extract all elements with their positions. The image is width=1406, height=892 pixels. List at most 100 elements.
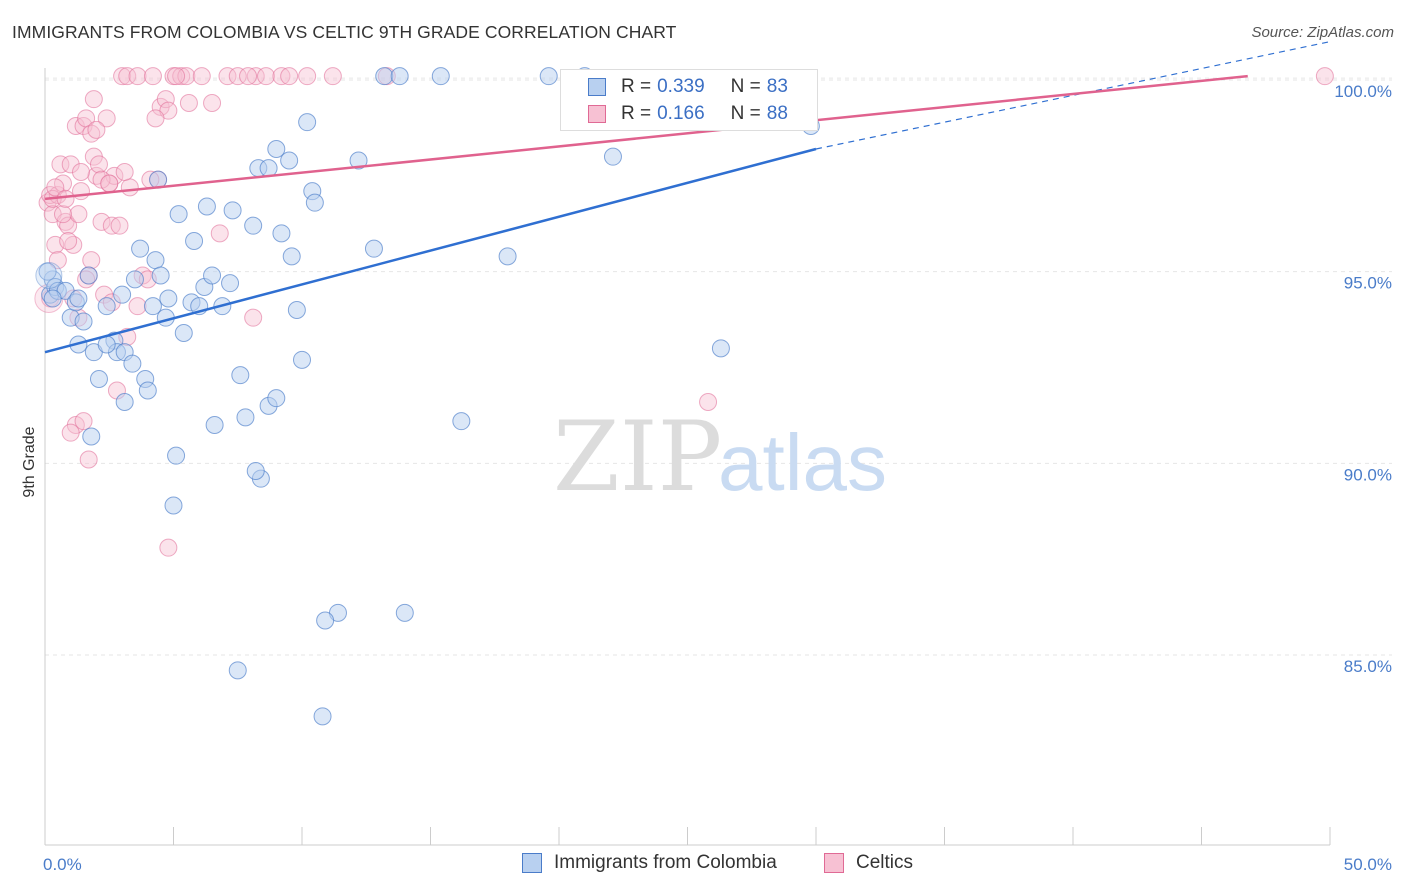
data-point-colombia: [143, 297, 162, 316]
data-point-colombia: [115, 393, 134, 411]
data-point-colombia: [131, 239, 150, 258]
data-point-celtics: [115, 163, 134, 181]
legend-item-colombia[interactable]: Immigrants from Colombia: [522, 852, 777, 874]
data-point-colombia: [82, 427, 101, 446]
y-tick-label: 95.0%: [1344, 274, 1392, 293]
data-point-colombia: [35, 262, 63, 289]
trend-line-colombia-extension: [815, 41, 1331, 150]
data-point-celtics: [51, 155, 70, 174]
data-point-celtics: [113, 67, 132, 86]
series-celtics-points: [34, 67, 1334, 557]
data-point-colombia: [38, 262, 57, 281]
data-point-celtics: [79, 450, 98, 469]
legend-n-value: 88: [766, 103, 788, 124]
y-axis-label: 9th Grade: [21, 426, 38, 497]
watermark-atlas: atlas: [718, 418, 887, 507]
data-point-colombia: [390, 67, 409, 86]
data-point-celtics: [110, 216, 129, 235]
data-point-colombia: [113, 285, 132, 304]
data-point-celtics: [128, 67, 147, 86]
data-point-colombia: [711, 339, 730, 358]
data-point-colombia: [205, 416, 224, 434]
data-point-colombia: [43, 289, 62, 308]
data-point-colombia: [272, 224, 291, 243]
data-point-celtics: [102, 216, 121, 235]
data-point-colombia: [603, 147, 622, 166]
source-label: Source: ZipAtlas.com: [1251, 24, 1394, 41]
data-point-celtics: [172, 67, 191, 86]
data-point-celtics: [66, 117, 85, 135]
data-point-celtics: [699, 393, 718, 411]
legend-n-value: 83: [766, 76, 788, 97]
data-point-celtics: [177, 67, 196, 86]
data-point-celtics: [298, 67, 317, 86]
data-point-celtics: [228, 67, 247, 86]
data-point-celtics: [167, 67, 186, 86]
data-point-celtics: [244, 308, 263, 327]
legend-row-colombia: R = 0.339 N = 83: [561, 74, 788, 100]
data-point-colombia: [146, 251, 165, 270]
data-point-colombia: [151, 266, 170, 285]
legend-swatch-blue: [588, 78, 606, 96]
data-point-colombia: [169, 205, 188, 224]
legend-label-celtics: Celtics: [856, 852, 914, 873]
data-point-celtics: [239, 67, 258, 86]
data-point-celtics: [159, 538, 178, 557]
data-point-colombia: [282, 247, 301, 266]
data-point-celtics: [143, 67, 162, 86]
data-point-colombia: [167, 446, 186, 465]
legend-label-colombia: Immigrants from Colombia: [554, 852, 777, 873]
data-point-celtics: [69, 205, 88, 224]
data-point-colombia: [79, 266, 98, 285]
data-point-celtics: [87, 120, 106, 139]
data-point-celtics: [100, 174, 119, 193]
trend-line-celtics: [44, 74, 1248, 201]
data-point-colombia: [174, 324, 193, 342]
data-point-colombia: [498, 247, 517, 266]
data-point-celtics: [92, 212, 111, 231]
data-point-colombia: [123, 354, 142, 373]
data-point-celtics: [71, 163, 90, 181]
data-point-celtics: [118, 67, 137, 86]
data-point-colombia: [244, 216, 263, 235]
data-point-colombia: [539, 67, 558, 86]
data-point-colombia: [125, 270, 144, 289]
data-point-celtics: [246, 67, 265, 86]
data-point-colombia: [375, 67, 394, 86]
data-point-celtics: [146, 109, 165, 128]
data-point-colombia: [236, 408, 255, 427]
legend-n-label: N =: [730, 103, 761, 124]
data-point-colombia: [159, 289, 178, 308]
x-tick-label: 50.0%: [1344, 855, 1392, 874]
data-point-colombia: [228, 661, 247, 680]
data-point-colombia: [293, 350, 311, 369]
data-point-colombia: [89, 370, 108, 388]
data-point-celtics: [97, 109, 116, 128]
data-point-colombia: [203, 266, 222, 285]
chart-title: IMMIGRANTS FROM COLOMBIA VS CELTIC 9TH G…: [12, 22, 677, 42]
correlation-legend: R = 0.339 N = 83 R = 0.166 N = 88: [560, 69, 818, 131]
data-point-colombia: [349, 151, 368, 170]
data-point-celtics: [89, 155, 108, 174]
data-point-celtics: [71, 182, 90, 201]
data-point-celtics: [210, 224, 229, 243]
trend-line-colombia: [44, 147, 817, 354]
legend-item-celtics[interactable]: Celtics: [824, 852, 913, 874]
data-point-colombia: [97, 297, 116, 316]
legend-r-label: R =: [621, 103, 652, 124]
y-tick-label: 100.0%: [1334, 82, 1392, 101]
data-point-colombia: [431, 67, 450, 86]
data-point-celtics: [74, 412, 93, 431]
data-point-colombia: [246, 462, 265, 480]
data-point-celtics: [257, 67, 276, 86]
trend-lines: [44, 41, 1331, 354]
data-point-colombia: [313, 707, 332, 726]
data-point-colombia: [267, 389, 286, 408]
data-point-celtics: [56, 189, 75, 208]
data-point-celtics: [272, 67, 291, 86]
data-point-celtics: [323, 67, 342, 86]
data-point-celtics: [59, 216, 78, 235]
data-point-celtics: [218, 67, 237, 86]
data-point-colombia: [74, 312, 93, 331]
